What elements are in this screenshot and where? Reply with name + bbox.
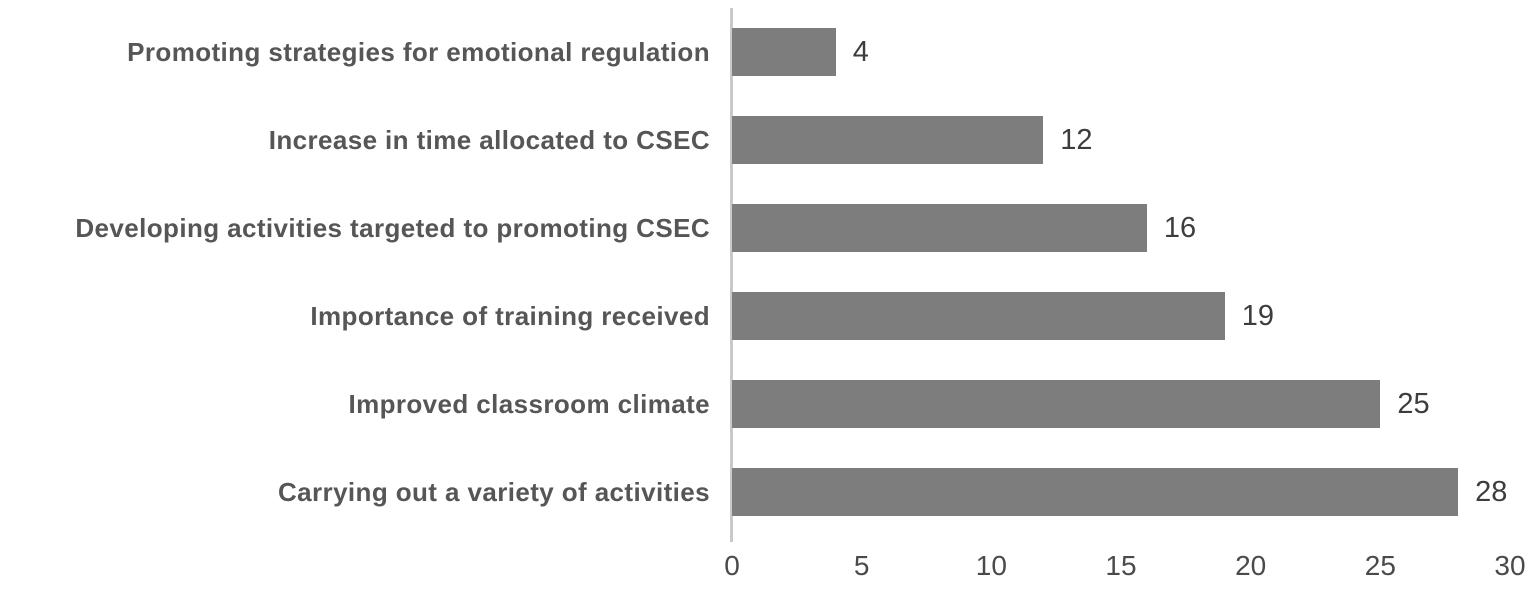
- x-axis-tick-label: 5: [853, 550, 870, 581]
- chart-row: Developing activities targeted to promot…: [0, 184, 1535, 272]
- bar: [732, 204, 1147, 252]
- bar-area: 4: [732, 8, 1535, 96]
- chart-row: Importance of training received 19: [0, 272, 1535, 360]
- bar: [732, 116, 1044, 164]
- bar: [732, 468, 1459, 516]
- x-axis-tick-label: 30: [1494, 550, 1526, 581]
- chart-row: Improved classroom climate 25: [0, 360, 1535, 448]
- value-label: 4: [852, 35, 869, 68]
- y-axis-line: [730, 8, 733, 542]
- bar: [732, 28, 836, 76]
- x-axis: 0 5 10 15 20 25 30: [724, 550, 1525, 586]
- x-axis-tick-label: 10: [975, 550, 1007, 581]
- value-label: 25: [1397, 387, 1430, 420]
- bar-area: 12: [732, 96, 1535, 184]
- bar-area: 25: [732, 360, 1535, 448]
- category-label: Developing activities targeted to promot…: [75, 212, 710, 243]
- category-label: Improved classroom climate: [348, 388, 710, 419]
- bar: [732, 292, 1225, 340]
- category-label: Carrying out a variety of activities: [278, 476, 710, 507]
- bar: [732, 380, 1381, 428]
- chart-row: Carrying out a variety of activities 28: [0, 448, 1535, 536]
- chart-rows: Promoting strategies for emotional regul…: [0, 8, 1535, 536]
- x-axis-tick-label: 0: [724, 550, 740, 581]
- x-axis-tick-label: 25: [1364, 550, 1396, 581]
- value-label: 19: [1241, 299, 1274, 332]
- chart-row: Promoting strategies for emotional regul…: [0, 8, 1535, 96]
- category-label: Increase in time allocated to CSEC: [268, 124, 710, 155]
- chart-row: Increase in time allocated to CSEC 12: [0, 96, 1535, 184]
- category-label: Promoting strategies for emotional regul…: [127, 36, 710, 67]
- x-axis-tick-label: 15: [1105, 550, 1137, 581]
- category-label: Importance of training received: [310, 300, 710, 331]
- bar-area: 28: [732, 448, 1535, 536]
- bar-area: 19: [732, 272, 1535, 360]
- x-axis-tick-label: 20: [1235, 550, 1267, 581]
- value-label: 16: [1163, 211, 1197, 244]
- value-label: 28: [1475, 475, 1508, 508]
- value-label: 12: [1060, 123, 1093, 156]
- bar-area: 16: [732, 184, 1535, 272]
